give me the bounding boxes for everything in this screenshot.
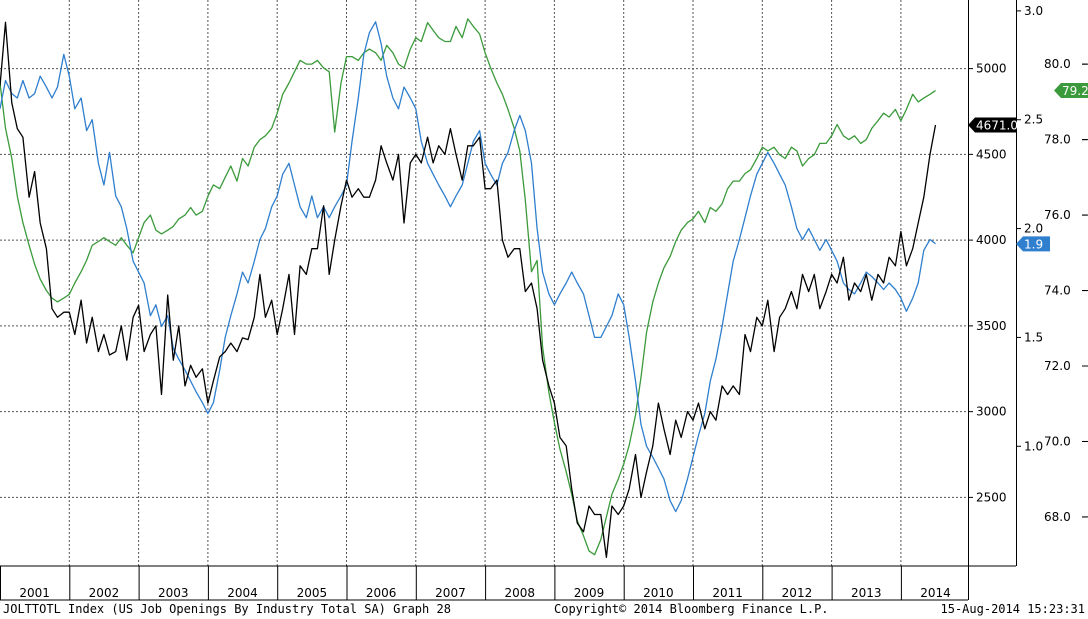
last-value-tags: 4671.0 1.9 79.2 (968, 83, 1088, 252)
last-value-tag-mid (1016, 236, 1050, 252)
grid (0, 0, 968, 566)
x-tick-label: 2006 (366, 586, 397, 600)
left-axis-tick-label: 3500 (976, 319, 1007, 333)
mid-axis-tick-label: 2.5 (1024, 113, 1043, 127)
right-axis-tick-label: 78.0 (1044, 133, 1071, 147)
left-axis-tick-label: 4000 (976, 233, 1007, 247)
axes: 2500 3000 3500 4000 4500 5000 1.0 1.5 2.0 2.5 3.0 6… (968, 0, 1088, 600)
series-line-left (0, 21, 937, 559)
right-axis-tick-label: 80.0 (1044, 57, 1071, 71)
x-tick-label: 2014 (920, 586, 951, 600)
last-value-label-mid: 1.9 (1024, 237, 1043, 251)
x-tick-label: 2002 (89, 586, 120, 600)
x-tick-label: 2010 (643, 586, 674, 600)
last-value-label-right: 79.2 (1062, 84, 1088, 98)
x-tick-label: 2011 (712, 586, 743, 600)
last-value-label-left: 4671.0 (976, 119, 1018, 133)
series-layer (0, 18, 937, 559)
x-tick-label: 2001 (19, 586, 50, 600)
mid-axis-tick-label: 3.0 (1024, 4, 1043, 18)
last-value-tag-left (968, 117, 1016, 133)
series-line-mid (0, 21, 936, 513)
left-axis-tick-label: 4500 (976, 147, 1007, 161)
x-tick-label: 2008 (504, 586, 535, 600)
x-tick-label: 2013 (851, 586, 882, 600)
footer-copyright: Copyright© 2014 Bloomberg Finance L.P. (554, 602, 829, 616)
left-axis-tick-label: 3000 (976, 405, 1007, 419)
last-value-tag-right (1054, 83, 1088, 99)
footer-timestamp: 15-Aug-2014 15:23:31 (940, 602, 1086, 616)
footer-ticker: JOLTTOTL Index (US Job Openings By Indus… (3, 602, 451, 616)
right-axis-tick-label: 72.0 (1044, 359, 1071, 373)
x-tick-label: 2009 (574, 586, 605, 600)
x-axis-year-cells: 2001 2002 2003 2004 2005 2006 2007 2008 2009 2010… (0, 565, 1016, 601)
x-tick-label: 2003 (158, 586, 189, 600)
mid-axis-tick-label: 2.0 (1024, 222, 1043, 236)
mid-axis-tick-label: 1.0 (1024, 439, 1043, 453)
left-axis-tick-label: 5000 (976, 62, 1007, 76)
x-tick-label: 2007 (435, 586, 466, 600)
mid-axis-tick-label: 1.5 (1024, 330, 1043, 344)
right-axis-tick-label: 68.0 (1044, 510, 1071, 524)
right-axis-tick-label: 76.0 (1044, 208, 1071, 222)
left-axis-tick-label: 2500 (976, 490, 1007, 504)
right-axis-tick-label: 74.0 (1044, 284, 1071, 298)
x-tick-label: 2005 (297, 586, 328, 600)
x-tick-label: 2004 (227, 586, 258, 600)
right-axis-tick-label: 70.0 (1044, 434, 1071, 448)
x-tick-label: 2012 (782, 586, 813, 600)
series-line-right (0, 18, 936, 556)
